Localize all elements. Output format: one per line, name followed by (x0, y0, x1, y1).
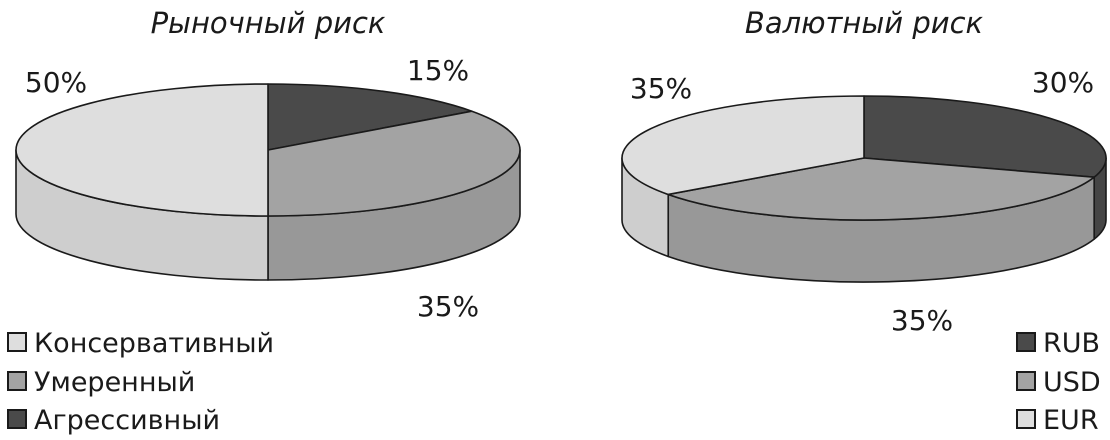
market-risk-legend: Консервативный Умеренный Агрессивный (7, 328, 274, 436)
legend-label-rub: RUB (1043, 328, 1100, 359)
slice-label-eur: 35% (630, 72, 692, 105)
currency-risk-legend: RUB USD EUR (1016, 328, 1101, 436)
currency-risk-title: Валютный риск (745, 6, 984, 40)
slice-label-usd: 35% (891, 304, 953, 337)
legend-item-usd: USD (1016, 367, 1101, 398)
slice-top-conservative (15, 83, 269, 217)
slice-top-moderate (267, 110, 521, 217)
slice-label-moderate: 35% (417, 290, 479, 323)
legend-swatch-moderate (7, 371, 27, 391)
slice-top-rub (863, 95, 1107, 178)
legend-label-conservative: Консервативный (34, 328, 274, 359)
legend-label-usd: USD (1043, 367, 1101, 398)
market-risk-title: Рыночный риск (151, 6, 386, 40)
legend-item-moderate: Умеренный (7, 367, 195, 398)
legend-label-moderate: Умеренный (34, 367, 195, 398)
slice-label-rub: 30% (1032, 66, 1094, 99)
slice-top-eur (621, 95, 865, 196)
legend-swatch-aggressive (7, 409, 27, 429)
legend-swatch-conservative (7, 332, 27, 352)
legend-item-rub: RUB (1016, 328, 1100, 359)
legend-swatch-usd (1016, 371, 1036, 391)
slice-top-usd (667, 157, 1095, 221)
legend-label-aggressive: Агрессивный (34, 405, 220, 436)
slice-label-aggressive: 15% (407, 54, 469, 87)
legend-swatch-eur (1016, 409, 1036, 429)
slice-label-conservative: 50% (25, 66, 87, 99)
slice-top-aggressive (267, 83, 473, 151)
legend-swatch-rub (1016, 332, 1036, 352)
legend-item-aggressive: Агрессивный (7, 405, 220, 436)
market-risk-pie (15, 83, 521, 281)
currency-risk-chart: Валютный риск 30% 35% 35% RUB USD EUR (621, 6, 1107, 436)
legend-item-conservative: Консервативный (7, 328, 274, 359)
market-risk-chart: Рыночный риск 15% 35% 50% Консервативный… (7, 6, 521, 436)
legend-label-eur: EUR (1043, 405, 1099, 436)
currency-risk-pie (621, 95, 1107, 283)
legend-item-eur: EUR (1016, 405, 1099, 436)
